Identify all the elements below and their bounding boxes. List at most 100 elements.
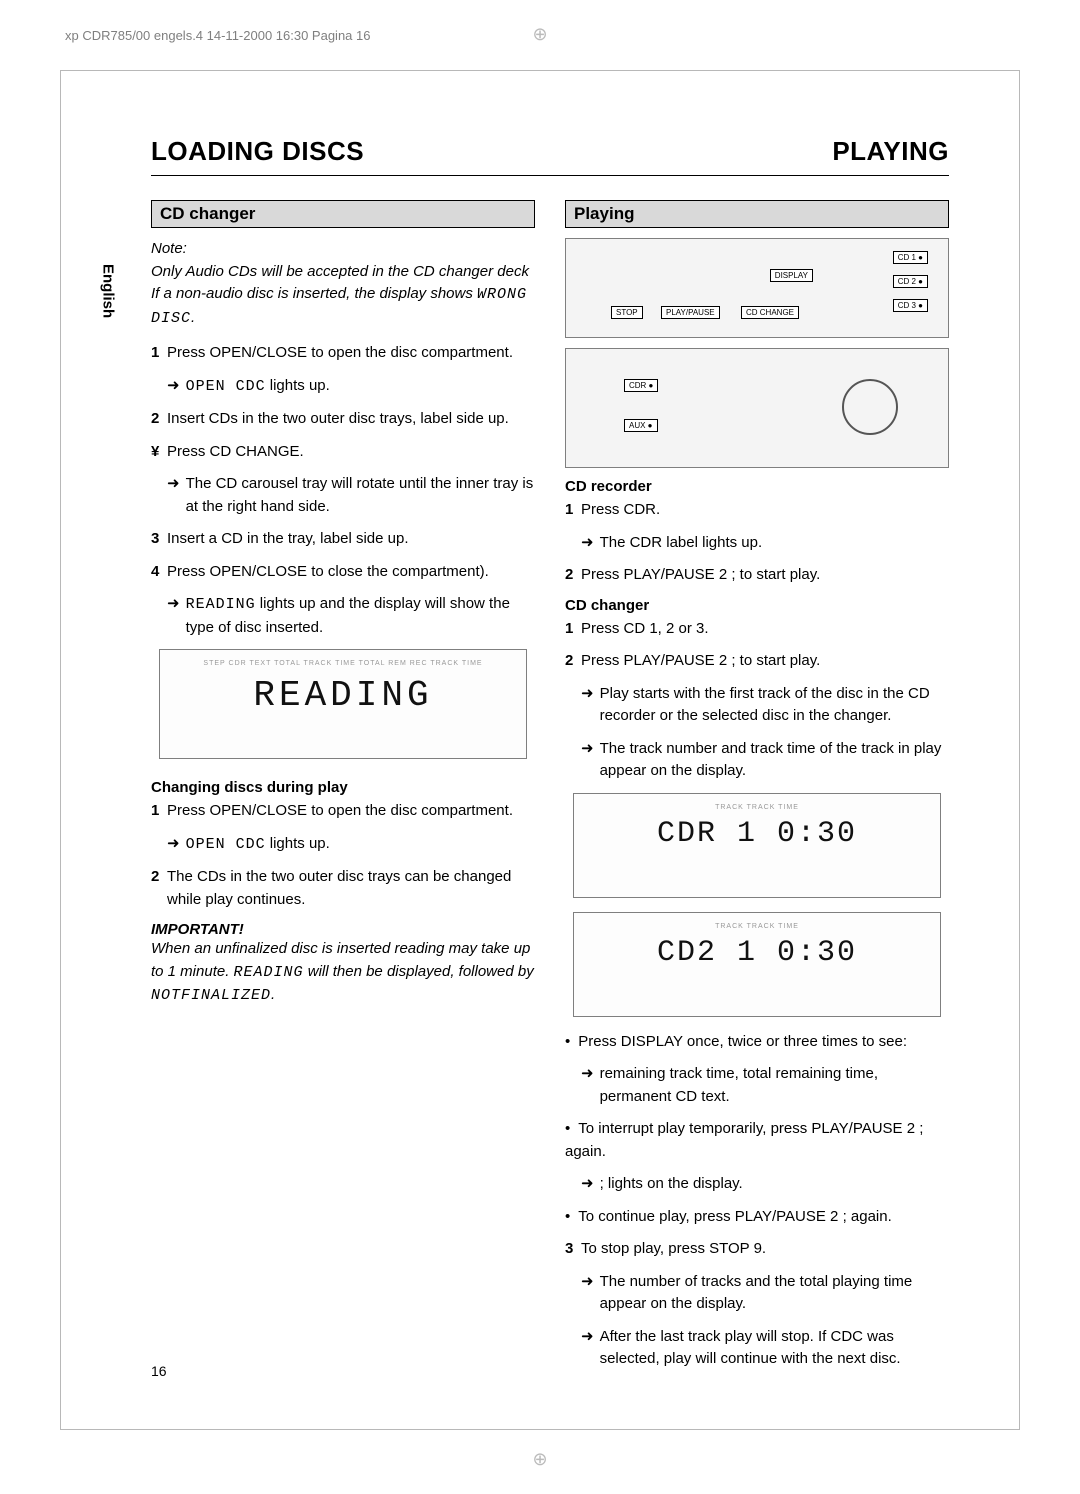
display-seg-text: READING [253, 675, 432, 716]
crop-circle-top: ⊕ [532, 24, 547, 45]
jog-dial[interactable] [842, 379, 898, 435]
step-3: 3 Insert a CD in the tray, label side up… [151, 528, 535, 551]
important-text: When an unfinalized disc is inserted rea… [151, 938, 535, 1008]
step-num: 1 [565, 499, 581, 522]
sub-after: lights up. [266, 835, 330, 852]
arrow-icon: ➜ [167, 473, 180, 518]
seg-cd2: CD2 [657, 936, 717, 970]
step-num: 1 [151, 342, 167, 365]
seg-track: 1 [737, 936, 757, 970]
step-num: 1 [565, 618, 581, 641]
recorder-heading: CD recorder [565, 478, 949, 495]
seg-open-cdc-2: OPEN CDC [186, 836, 266, 853]
cd2-button[interactable]: CD 2 ● [893, 275, 928, 288]
tiny-labels: TRACK TRACK TIME [715, 804, 799, 811]
step-text: Press OPEN/CLOSE to open the disc compar… [167, 800, 535, 823]
step-text: Insert CDs in the two outer disc trays, … [167, 408, 535, 431]
sub-text: The number of tracks and the total playi… [600, 1271, 949, 1316]
note-block: Note: Only Audio CDs will be accepted in… [151, 238, 535, 330]
step-text: Press CD CHANGE. [167, 441, 535, 464]
changing-step-1-sub: ➜ OPEN CDC lights up. [167, 833, 535, 857]
arrow-icon: ➜ [581, 1271, 594, 1316]
seg-time: 0:30 [777, 936, 857, 970]
tiny-labels: TRACK TRACK TIME [715, 923, 799, 930]
playpause-button[interactable]: PLAY/PAUSE [661, 306, 720, 319]
page-frame: English LOADING DISCS PLAYING CD changer… [60, 70, 1020, 1430]
display-panel-cd2: TRACK TRACK TIME CD2 1 0:30 [573, 912, 941, 1017]
rec-step-1: 1 Press CDR. [565, 499, 949, 522]
sub-text: The CDR label lights up. [600, 532, 763, 555]
important-seg2: NOTFINALIZED [151, 987, 271, 1004]
step-4-sub: ➜ READING lights up and the display will… [167, 593, 535, 639]
step-num: 2 [151, 408, 167, 431]
step-num: 3 [151, 528, 167, 551]
step-sym: ¥ [151, 441, 167, 464]
important-t3: . [271, 986, 275, 1003]
arrow-icon: ➜ [581, 532, 594, 555]
display-panel-reading: STEP CDR TEXT TOTAL TRACK TIME TOTAL REM… [159, 649, 527, 759]
bullet-2-sub: ➜ ; lights on the display. [581, 1173, 949, 1196]
seg-time: 0:30 [777, 817, 857, 851]
section-playing: Playing [565, 200, 949, 228]
cd1-button[interactable]: CD 1 ● [893, 251, 928, 264]
important-seg1: READING [234, 964, 304, 981]
display-tiny-labels: STEP CDR TEXT TOTAL TRACK TIME TOTAL REM… [203, 660, 482, 667]
note-text: Only Audio CDs will be accepted in the C… [151, 263, 529, 303]
display-button[interactable]: DISPLAY [770, 269, 813, 282]
step-yen: ¥ Press CD CHANGE. [151, 441, 535, 464]
bullet-text: To continue play, press PLAY/PAUSE 2 ; a… [578, 1208, 892, 1225]
note-label: Note: [151, 240, 187, 257]
chg-sub-1: ➜ Play starts with the first track of th… [581, 683, 949, 728]
bullet-text: Press DISPLAY once, twice or three times… [578, 1033, 907, 1050]
sub-text: remaining track time, total remaining ti… [600, 1063, 949, 1108]
sub-text: The CD carousel tray will rotate until t… [186, 473, 535, 518]
rec-step-2: 2 Press PLAY/PAUSE 2 ; to start play. [565, 564, 949, 587]
sub-text: Play starts with the first track of the … [600, 683, 949, 728]
seg-open-cdc: OPEN CDC [186, 378, 266, 395]
step-text: Press OPEN/CLOSE to open the disc compar… [167, 342, 535, 365]
section-cd-changer: CD changer [151, 200, 535, 228]
step-text: Press CD 1, 2 or 3. [581, 618, 949, 641]
stop-sub-2: ➜ After the last track play will stop. I… [581, 1326, 949, 1371]
sub-text: After the last track play will stop. If … [600, 1326, 949, 1371]
right-column: Playing STOP PLAY/PAUSE CD CHANGE DISPLA… [565, 200, 949, 1381]
cd3-button[interactable]: CD 3 ● [893, 299, 928, 312]
arrow-icon: ➜ [581, 1326, 594, 1371]
important-label: IMPORTANT! [151, 921, 535, 938]
step-text: To stop play, press STOP 9. [581, 1238, 949, 1261]
step-text: Press OPEN/CLOSE to close the compartmen… [167, 561, 535, 584]
changing-heading: Changing discs during play [151, 779, 535, 796]
aux-button[interactable]: AUX ● [624, 419, 658, 432]
sub-text: The track number and track time of the t… [600, 738, 949, 783]
bullet-2: •To interrupt play temporarily, press PL… [565, 1118, 949, 1163]
step-num: 3 [565, 1238, 581, 1261]
stop-button[interactable]: STOP [611, 306, 643, 319]
arrow-icon: ➜ [581, 1173, 594, 1196]
step-text: The CDs in the two outer disc trays can … [167, 866, 535, 911]
page-number: 16 [151, 1363, 167, 1379]
bullet-dot: • [565, 1208, 570, 1225]
seg-cdr: CDR [657, 817, 717, 851]
cdr-button[interactable]: CDR ● [624, 379, 658, 392]
changer-heading-2: CD changer [565, 597, 949, 614]
bullet-3: • To continue play, press PLAY/PAUSE 2 ; … [565, 1206, 949, 1229]
seg-reading: READING [186, 596, 256, 613]
device-panel-top: STOP PLAY/PAUSE CD CHANGE DISPLAY CD 1 ●… [565, 238, 949, 338]
header-right: PLAYING [832, 136, 949, 167]
step-num: 2 [565, 564, 581, 587]
bullet-dot: • [565, 1120, 570, 1137]
step-text: Press CDR. [581, 499, 949, 522]
cdchange-button[interactable]: CD CHANGE [741, 306, 799, 319]
step-1-sub: ➜ OPEN CDC lights up. [167, 375, 535, 399]
step-4: 4 Press OPEN/CLOSE to close the compartm… [151, 561, 535, 584]
language-tab: English [91, 251, 125, 331]
bullet-text: To interrupt play temporarily, press PLA… [565, 1120, 923, 1160]
step-num: 2 [565, 650, 581, 673]
crop-circle-bottom: ⊕ [532, 1449, 547, 1470]
step-2: 2 Insert CDs in the two outer disc trays… [151, 408, 535, 431]
important-t2: will then be displayed, followed by [304, 963, 534, 980]
device-panel-bottom: CDR ● AUX ● [565, 348, 949, 468]
arrow-icon: ➜ [581, 1063, 594, 1108]
bullet-1: •Press DISPLAY once, twice or three time… [565, 1031, 949, 1054]
changing-step-1: 1 Press OPEN/CLOSE to open the disc comp… [151, 800, 535, 823]
